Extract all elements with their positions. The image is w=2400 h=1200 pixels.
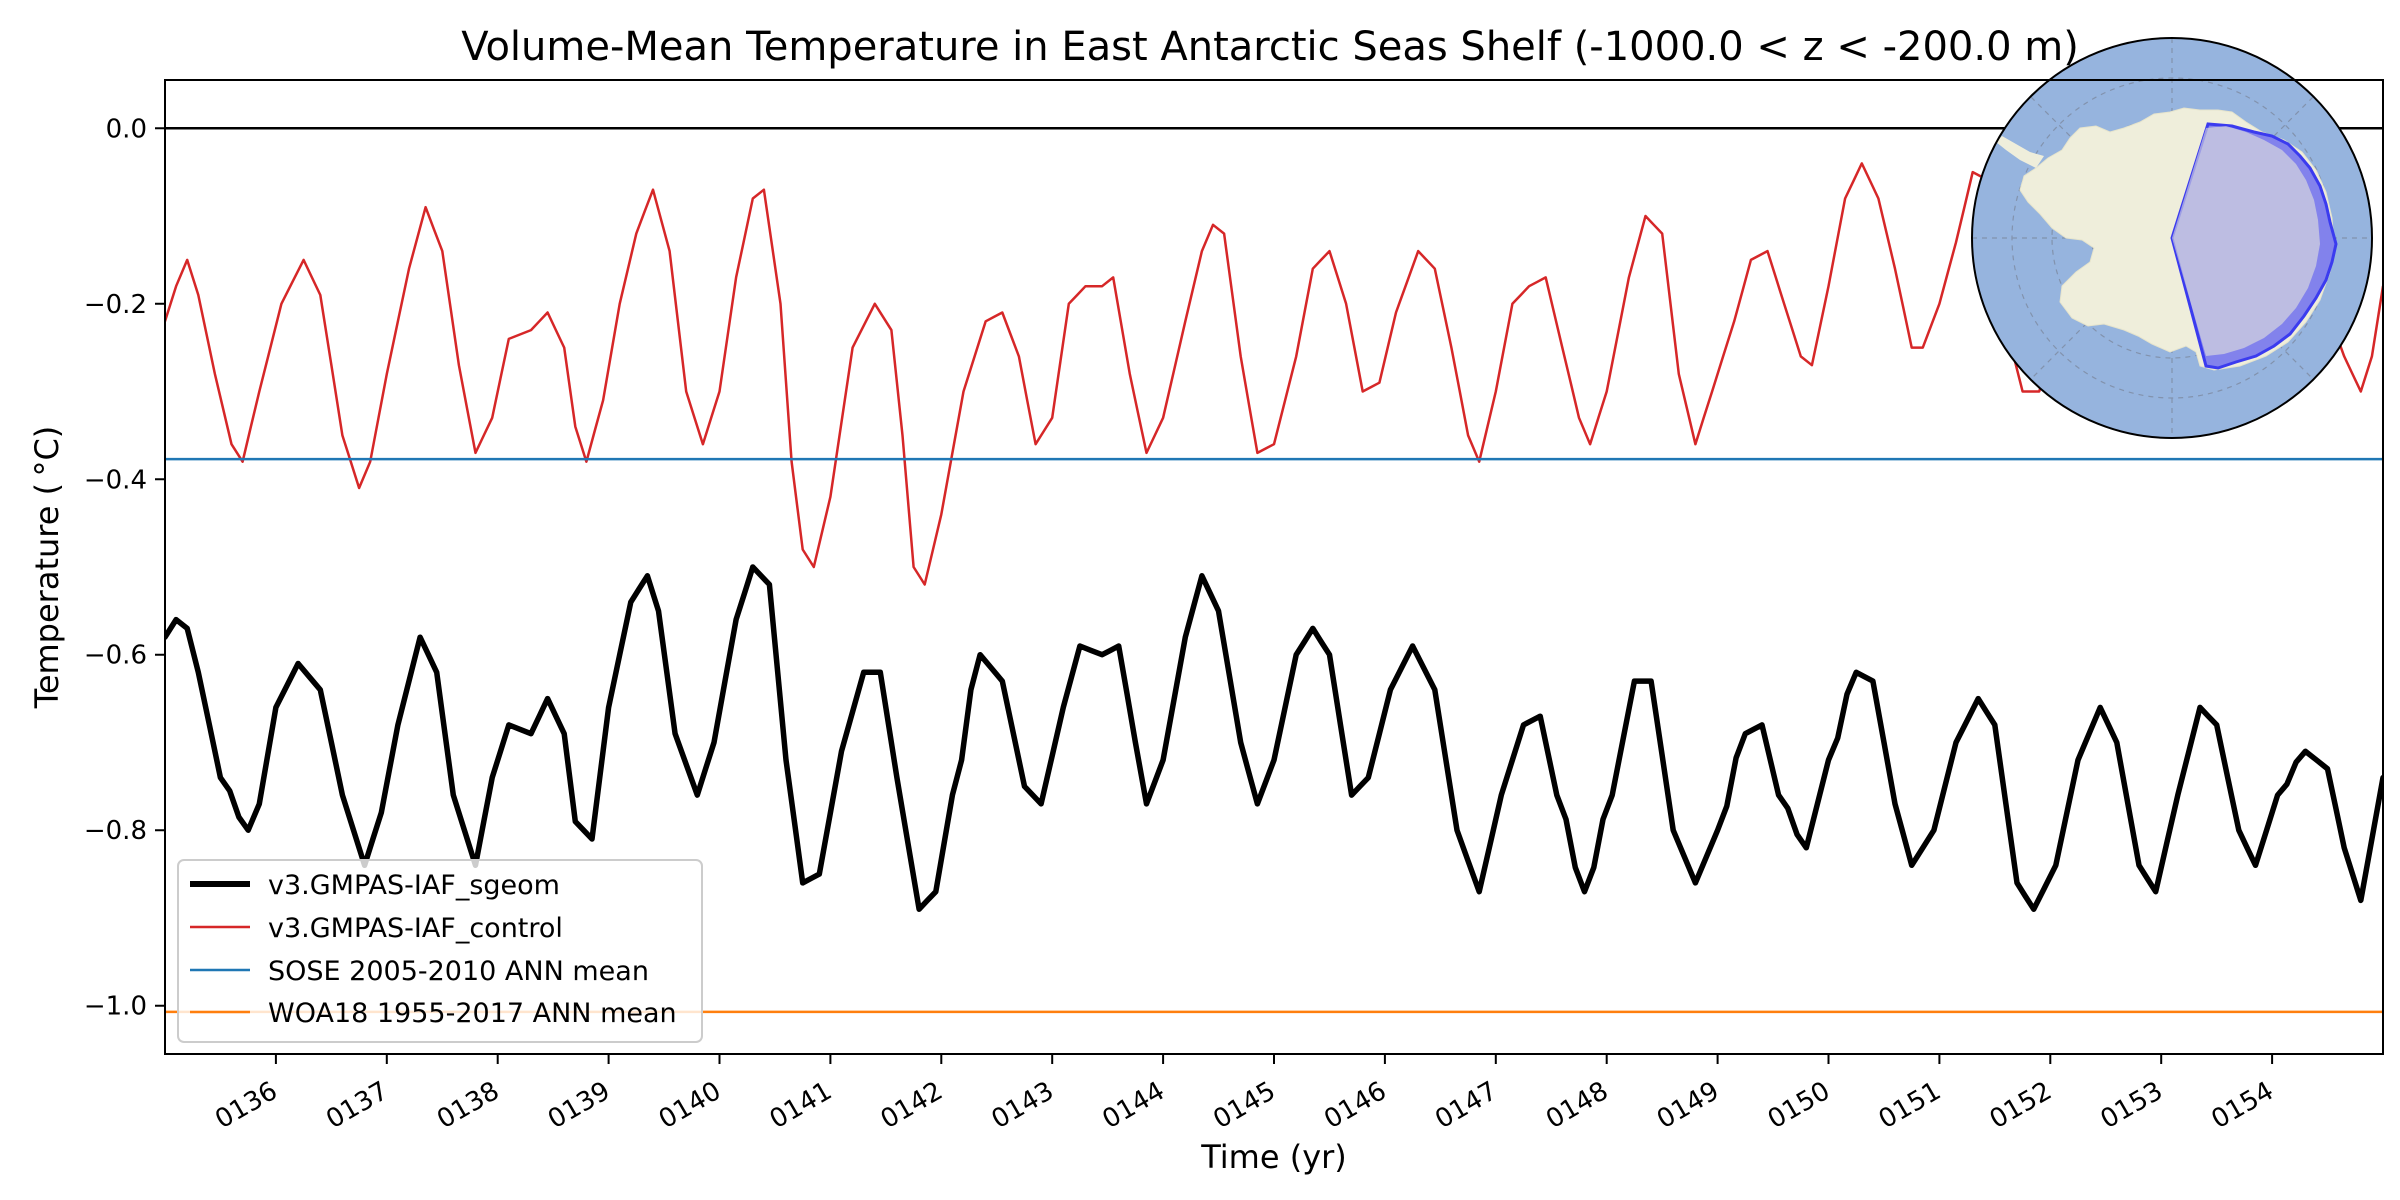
series-v3-gmpas-iaf-control bbox=[165, 162, 2383, 586]
legend-label-woa18: WOA18 1955-2017 ANN mean bbox=[268, 998, 677, 1029]
legend-label-control: v3.GMPAS-IAF_control bbox=[268, 913, 563, 944]
y-tick-label: −0.8 bbox=[84, 816, 147, 846]
chart-title: Volume-Mean Temperature in East Antarcti… bbox=[461, 24, 2079, 70]
series-layer bbox=[165, 162, 2383, 1014]
y-axis-label: Temperature ( °C) bbox=[28, 426, 66, 710]
y-tick-label: −1.0 bbox=[84, 992, 147, 1022]
legend-box bbox=[177, 859, 703, 1043]
antarctic-peninsula bbox=[1996, 136, 2044, 168]
legend-label-sose: SOSE 2005-2010 ANN mean bbox=[268, 956, 649, 987]
legend-entry-woa18: WOA18 1955-2017 ANN mean bbox=[190, 998, 677, 1029]
legend-entry-control: v3.GMPAS-IAF_control bbox=[190, 913, 563, 944]
x-axis-label: Time (yr) bbox=[1200, 1138, 1347, 1176]
y-tick-label: −0.6 bbox=[84, 641, 147, 671]
legend-label-sgeom: v3.GMPAS-IAF_sgeom bbox=[268, 870, 560, 901]
series-v3-gmpas-iaf-sgeom bbox=[165, 564, 2383, 912]
antarctica-inset-map bbox=[1971, 37, 2373, 439]
legend-entry-sose: SOSE 2005-2010 ANN mean bbox=[190, 956, 649, 987]
east-antarctic-shelf-overlap bbox=[2172, 126, 2320, 356]
y-tick-label: −0.4 bbox=[84, 465, 147, 495]
y-tick-label: 0.0 bbox=[106, 114, 147, 144]
y-tick-label: −0.2 bbox=[84, 290, 147, 320]
inset-border bbox=[1971, 37, 2373, 439]
y-axis-ticks: 0.0 −0.2 −0.4 −0.6 −0.8 −1.0 bbox=[84, 114, 165, 1022]
legend-entry-sgeom: v3.GMPAS-IAF_sgeom bbox=[190, 870, 560, 901]
legend: v3.GMPAS-IAF_sgeom v3.GMPAS-IAF_control … bbox=[177, 859, 703, 1043]
